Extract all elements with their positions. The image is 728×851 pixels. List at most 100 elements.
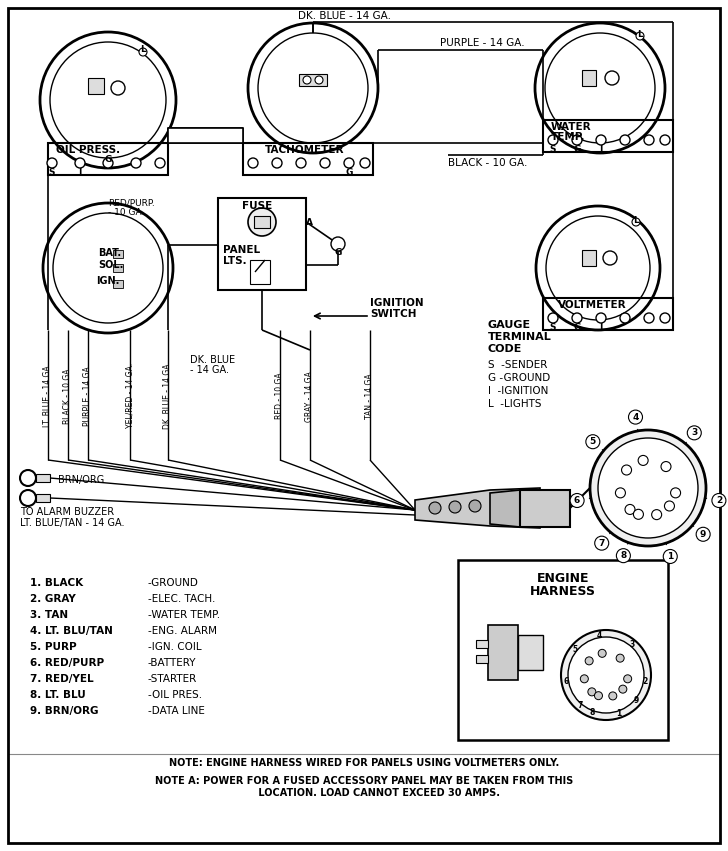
Bar (299, 74, 327, 86)
Circle shape (248, 158, 258, 168)
Circle shape (665, 501, 674, 511)
Text: 3. TAN: 3. TAN (30, 610, 68, 620)
Circle shape (598, 438, 698, 538)
Circle shape (595, 692, 603, 700)
Circle shape (617, 549, 630, 563)
Text: - 14 GA.: - 14 GA. (190, 365, 229, 375)
Text: 6: 6 (574, 496, 580, 505)
Text: -STARTER: -STARTER (148, 674, 197, 684)
Bar (113, 280, 123, 288)
Circle shape (670, 488, 681, 498)
Text: L: L (637, 30, 643, 39)
Circle shape (331, 237, 345, 251)
Text: 2. GRAY: 2. GRAY (30, 594, 76, 604)
Circle shape (632, 218, 640, 226)
Circle shape (546, 216, 650, 320)
Text: -BATTERY: -BATTERY (148, 658, 197, 668)
Text: -ELEC. TACH.: -ELEC. TACH. (148, 594, 215, 604)
Circle shape (596, 313, 606, 323)
Circle shape (303, 76, 311, 84)
Text: 1: 1 (616, 709, 621, 717)
Text: 7. RED/YEL: 7. RED/YEL (30, 674, 94, 684)
Text: BRN/ORG: BRN/ORG (58, 475, 104, 485)
Bar (113, 250, 123, 258)
Text: L  -LIGHTS: L -LIGHTS (488, 399, 542, 409)
Bar (476, 655, 488, 663)
Circle shape (258, 33, 368, 143)
Bar (458, 560, 668, 740)
Text: S: S (550, 145, 556, 154)
Text: BLACK - 10 GA.: BLACK - 10 GA. (448, 158, 527, 168)
Circle shape (620, 135, 630, 145)
Circle shape (596, 135, 606, 145)
Text: 7: 7 (577, 701, 583, 710)
Text: L: L (140, 45, 146, 54)
Circle shape (449, 501, 461, 513)
Circle shape (586, 435, 600, 448)
Circle shape (624, 675, 632, 683)
Text: 8: 8 (590, 708, 595, 717)
Text: 9: 9 (700, 530, 706, 539)
Text: 5. PURP: 5. PURP (30, 642, 76, 652)
Text: GRAY - 14 GA.: GRAY - 14 GA. (306, 368, 314, 421)
Circle shape (598, 649, 606, 657)
Text: I: I (79, 168, 82, 177)
Bar (518, 635, 543, 670)
Circle shape (469, 500, 481, 512)
Text: GAUGE: GAUGE (488, 320, 531, 330)
Circle shape (568, 637, 644, 713)
Text: TACHOMETER: TACHOMETER (265, 145, 344, 155)
Circle shape (615, 488, 625, 498)
Circle shape (155, 158, 165, 168)
Circle shape (616, 654, 624, 662)
Bar (520, 490, 570, 527)
Bar (582, 70, 596, 86)
Text: A: A (306, 218, 313, 227)
Circle shape (587, 688, 596, 696)
Circle shape (622, 465, 632, 475)
Text: G: G (574, 323, 581, 332)
Circle shape (625, 505, 635, 515)
Circle shape (561, 630, 651, 720)
Text: -OIL PRES.: -OIL PRES. (148, 690, 202, 700)
Text: LTS.: LTS. (223, 256, 247, 266)
Circle shape (603, 251, 617, 265)
Text: 8: 8 (620, 551, 627, 560)
Text: S  -SENDER: S -SENDER (488, 360, 547, 370)
Text: DK. BLUE - 14 GA.: DK. BLUE - 14 GA. (164, 361, 173, 429)
Text: VOLTMETER: VOLTMETER (558, 300, 627, 310)
Bar (476, 640, 488, 648)
Text: 4. LT. BLU/TAN: 4. LT. BLU/TAN (30, 626, 113, 636)
Bar (168, 128, 243, 143)
Circle shape (585, 657, 593, 665)
Text: G: G (345, 168, 352, 177)
Text: 9. BRN/ORG: 9. BRN/ORG (30, 706, 98, 716)
Text: 6. RED/PURP: 6. RED/PURP (30, 658, 104, 668)
Text: 2: 2 (643, 677, 648, 687)
Circle shape (636, 32, 644, 40)
Text: L: L (633, 216, 639, 225)
Text: S: S (49, 168, 55, 177)
Text: S: S (550, 323, 556, 332)
Circle shape (53, 213, 163, 323)
Text: PURPLE - 14 GA.: PURPLE - 14 GA. (440, 38, 525, 48)
Text: G: G (104, 155, 111, 164)
Circle shape (580, 675, 588, 683)
Bar (254, 216, 270, 228)
Circle shape (360, 158, 370, 168)
Circle shape (663, 550, 677, 563)
Bar (88, 78, 104, 94)
Circle shape (638, 455, 648, 465)
Polygon shape (490, 490, 520, 527)
Text: 6: 6 (564, 677, 569, 687)
Circle shape (139, 48, 147, 56)
Bar (243, 143, 373, 175)
Circle shape (111, 81, 125, 95)
Bar (48, 143, 168, 175)
Text: RED - 10 GA.: RED - 10 GA. (275, 370, 285, 420)
Text: - 10 GA.: - 10 GA. (108, 208, 144, 217)
Text: SOL.: SOL. (98, 260, 123, 270)
Circle shape (644, 313, 654, 323)
Circle shape (75, 158, 85, 168)
Circle shape (320, 158, 330, 168)
